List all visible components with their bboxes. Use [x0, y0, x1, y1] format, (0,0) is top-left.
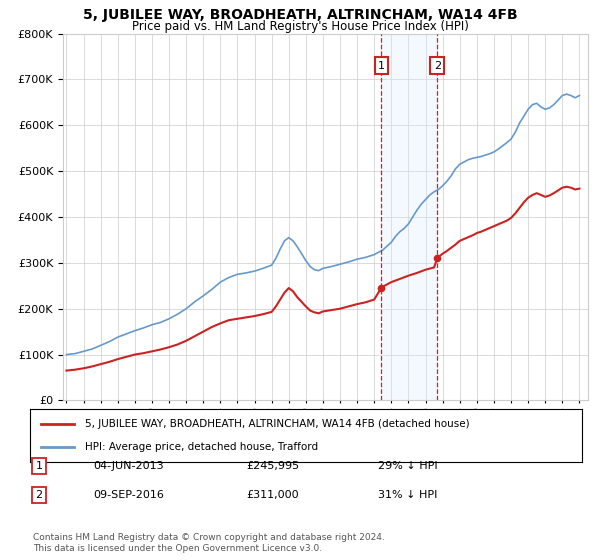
- Text: HPI: Average price, detached house, Trafford: HPI: Average price, detached house, Traf…: [85, 442, 319, 452]
- Text: £311,000: £311,000: [246, 490, 299, 500]
- Text: £245,995: £245,995: [246, 461, 299, 471]
- Text: 2: 2: [434, 60, 441, 71]
- Text: Price paid vs. HM Land Registry's House Price Index (HPI): Price paid vs. HM Land Registry's House …: [131, 20, 469, 32]
- Text: 31% ↓ HPI: 31% ↓ HPI: [378, 490, 437, 500]
- Text: 1: 1: [378, 60, 385, 71]
- Text: 2: 2: [35, 490, 43, 500]
- Point: [433, 253, 442, 262]
- Text: 5, JUBILEE WAY, BROADHEATH, ALTRINCHAM, WA14 4FB: 5, JUBILEE WAY, BROADHEATH, ALTRINCHAM, …: [83, 8, 517, 22]
- Point: [377, 283, 386, 292]
- Text: 1: 1: [35, 461, 43, 471]
- Text: 09-SEP-2016: 09-SEP-2016: [93, 490, 164, 500]
- Text: 5, JUBILEE WAY, BROADHEATH, ALTRINCHAM, WA14 4FB (detached house): 5, JUBILEE WAY, BROADHEATH, ALTRINCHAM, …: [85, 419, 470, 429]
- Text: Contains HM Land Registry data © Crown copyright and database right 2024.
This d: Contains HM Land Registry data © Crown c…: [33, 533, 385, 553]
- Text: 04-JUN-2013: 04-JUN-2013: [93, 461, 164, 471]
- Text: 29% ↓ HPI: 29% ↓ HPI: [378, 461, 437, 471]
- Bar: [382, 34, 437, 400]
